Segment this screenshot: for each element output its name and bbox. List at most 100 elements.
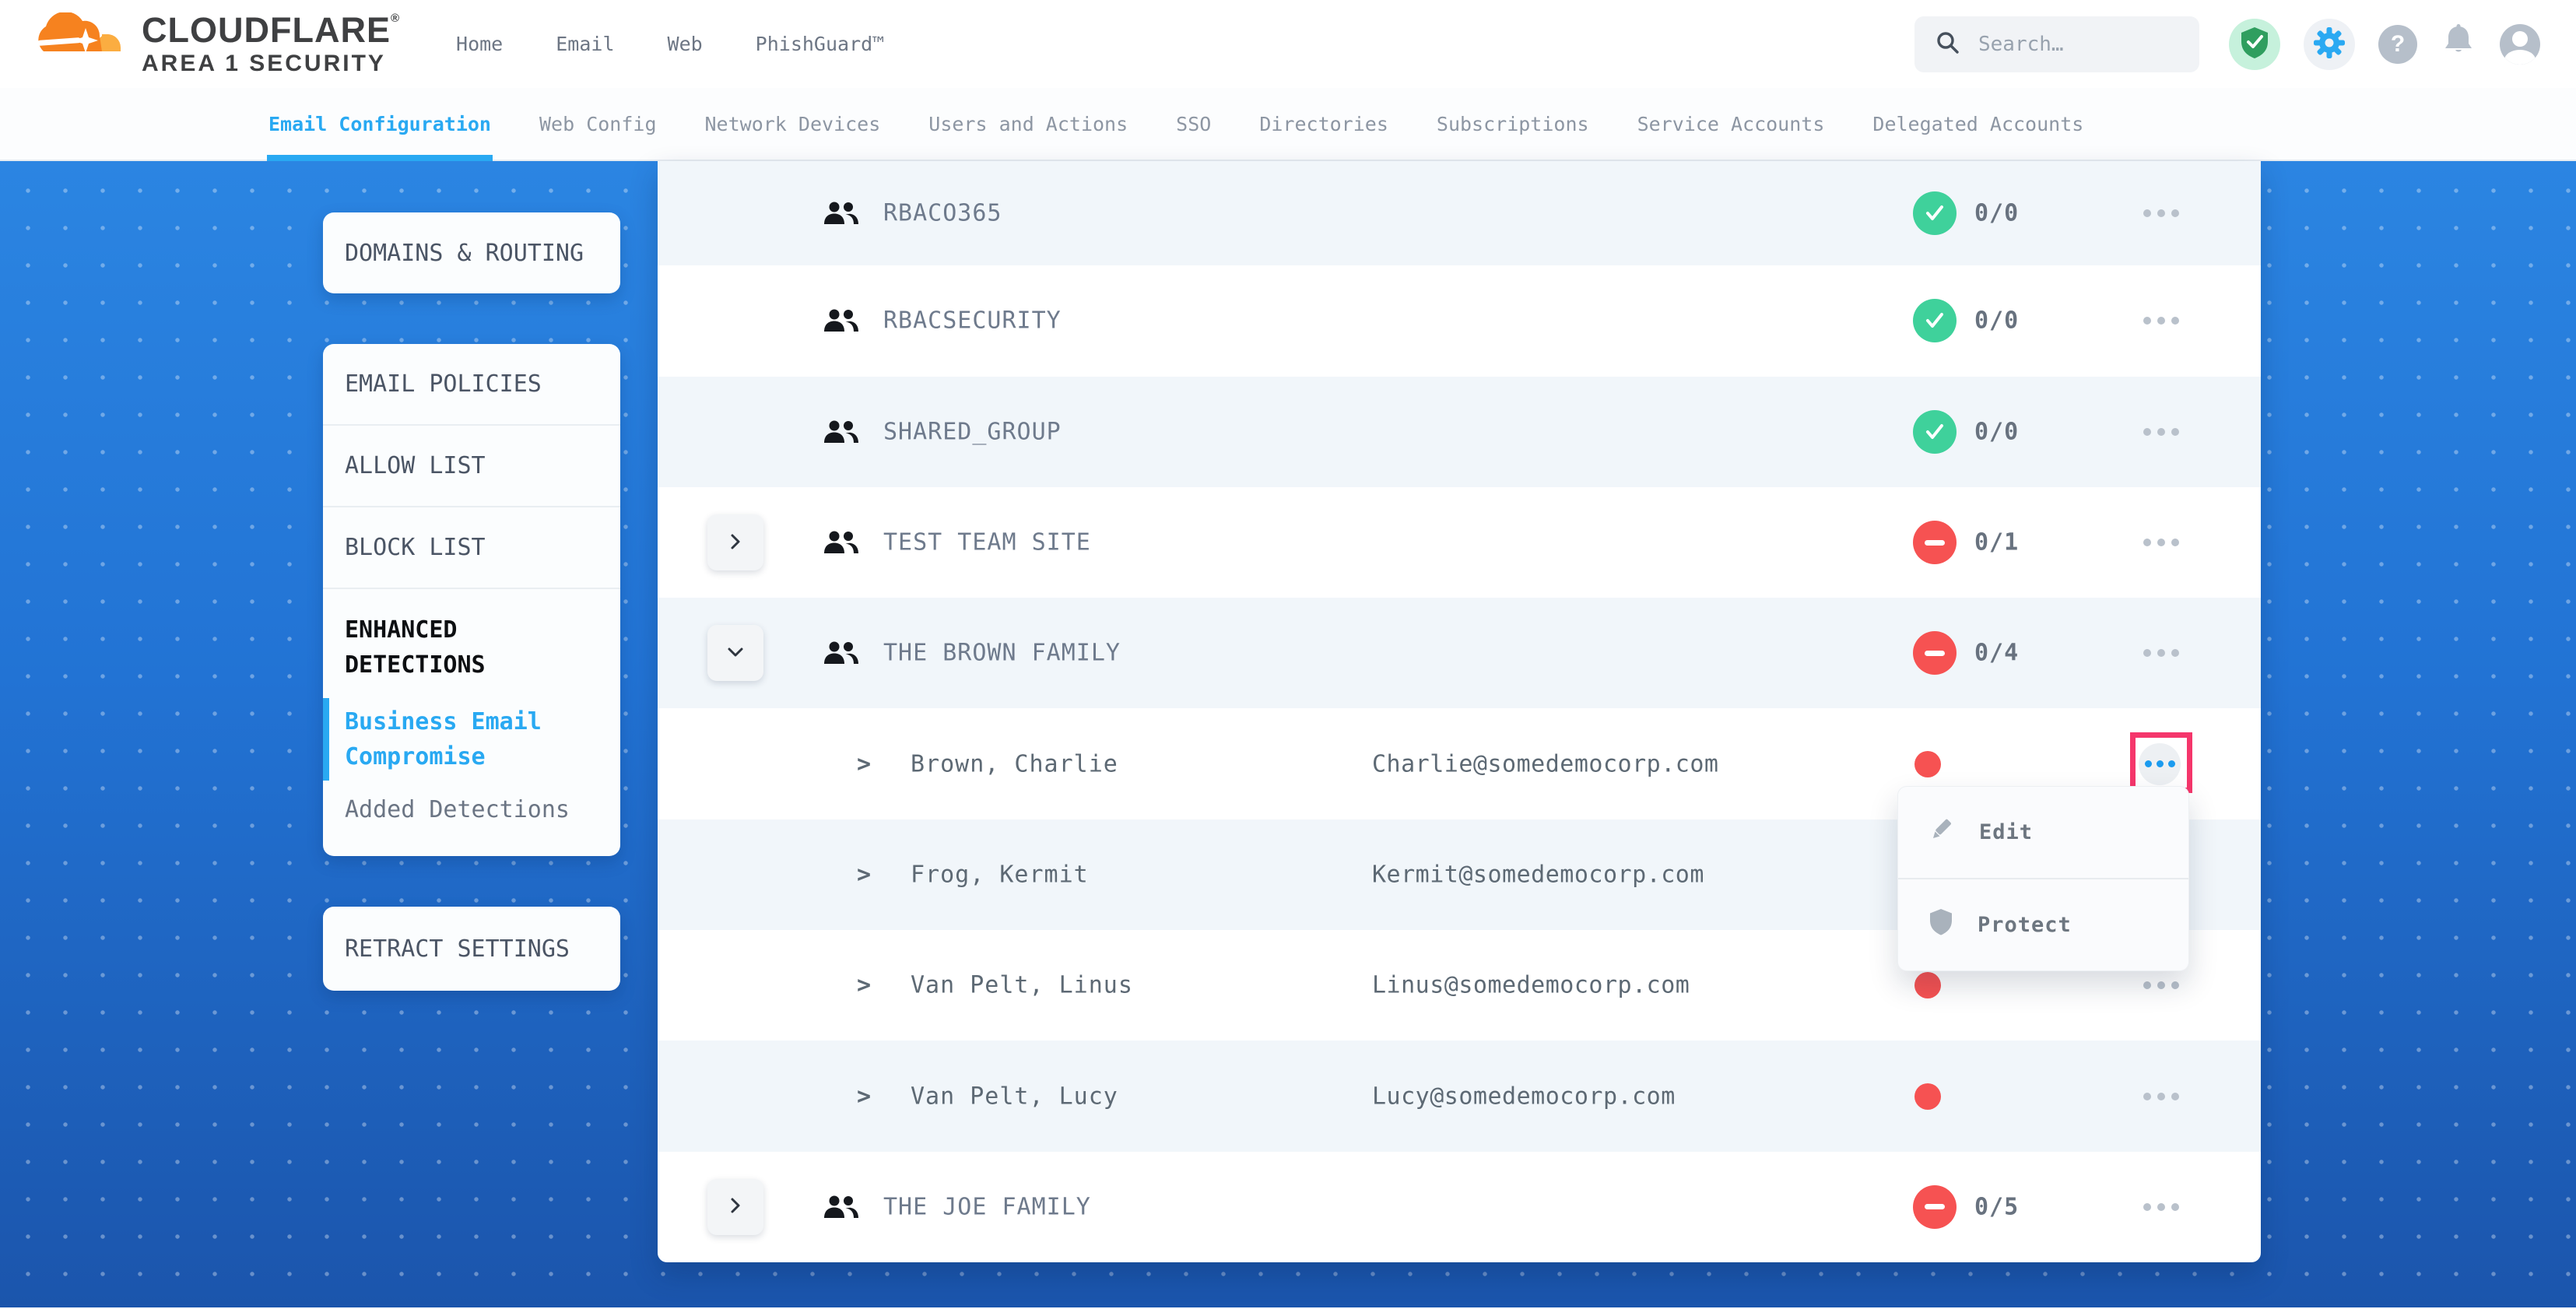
sidebar-item-domains-routing[interactable]: DOMAINS & ROUTING	[323, 212, 620, 293]
member-email: Linus@somedemocorp.com	[1372, 971, 1690, 999]
chevron-down-icon	[725, 642, 746, 665]
menu-item-edit[interactable]: Edit	[1898, 787, 2188, 878]
member-name: Brown, Charlie	[911, 750, 1118, 778]
sidebar-item-block-list[interactable]: BLOCK LIST	[345, 534, 486, 561]
sidebar-item-allow-list[interactable]: ALLOW LIST	[345, 452, 486, 479]
cloudflare-logo[interactable]: CLOUDFLARE® AREA 1 SECURITY	[31, 12, 400, 75]
collapse-row-button[interactable]	[707, 625, 763, 682]
member-email: Lucy@somedemocorp.com	[1372, 1083, 1676, 1111]
sidebar-item-business-email-compromise[interactable]: Business Email Compromise	[323, 698, 598, 781]
brand-subtitle: AREA 1 SECURITY	[142, 51, 386, 76]
content-area: DOMAINS & ROUTING EMAIL POLICIES ALLOW L…	[0, 161, 2576, 1307]
protected-count: 0/0	[1974, 307, 2020, 335]
tab-users-and-actions[interactable]: Users and Actions	[928, 112, 1128, 135]
tab-subscriptions[interactable]: Subscriptions	[1436, 112, 1589, 135]
table-row-group: THE JOE FAMILY 0/5	[658, 1151, 2261, 1262]
settings-button[interactable]	[2304, 18, 2355, 70]
tab-network-devices[interactable]: Network Devices	[704, 112, 881, 135]
member-arrow-icon: >	[857, 750, 872, 778]
member-email: Kermit@somedemocorp.com	[1372, 861, 1704, 889]
table-row-group: SHARED_GROUP 0/0	[658, 376, 2261, 487]
brand-text: CLOUDFLARE® AREA 1 SECURITY	[142, 12, 400, 75]
protected-count: 0/4	[1974, 639, 2020, 667]
notifications-button[interactable]	[2441, 23, 2476, 65]
nav-item-email[interactable]: Email	[556, 33, 615, 55]
annotation-highlight-box	[2130, 732, 2192, 794]
protected-count: 0/0	[1974, 418, 2020, 446]
group-name: THE JOE FAMILY	[883, 1193, 1091, 1221]
tab-delegated-accounts[interactable]: Delegated Accounts	[1872, 112, 2084, 135]
pencil-icon	[1928, 816, 1956, 849]
account-button[interactable]	[2500, 23, 2540, 65]
menu-item-protect[interactable]: Protect	[1898, 878, 2188, 970]
row-menu-button[interactable]	[2124, 1085, 2199, 1108]
member-name: Van Pelt, Lucy	[911, 1083, 1118, 1111]
protected-count: 0/1	[1974, 528, 2020, 556]
check-circle-icon	[1913, 409, 1957, 454]
chevron-right-icon	[725, 532, 746, 554]
table-row-group: TEST TEAM SITE 0/1	[658, 486, 2261, 598]
sidebar-label: Business Email Compromise	[345, 708, 542, 770]
sidebar-item-retract-settings[interactable]: RETRACT SETTINGS	[323, 907, 620, 991]
gear-icon	[2312, 26, 2346, 63]
bell-icon	[2441, 23, 2476, 65]
minus-circle-icon	[1913, 631, 1957, 676]
tab-web-config[interactable]: Web Config	[539, 112, 657, 135]
expand-row-button[interactable]	[707, 514, 763, 571]
sidebar-item-added-detections[interactable]: Added Detections	[345, 796, 570, 823]
tab-email-configuration[interactable]: Email Configuration	[267, 88, 493, 161]
group-name: RBACO365	[883, 199, 1002, 227]
shield-check-icon	[2239, 26, 2270, 63]
row-menu-button[interactable]	[2124, 309, 2199, 332]
row-menu-button-active[interactable]	[2139, 742, 2181, 785]
table-row-member: > Van Pelt, Lucy Lucy@somedemocorp.com	[658, 1041, 2261, 1152]
member-arrow-icon: >	[857, 1083, 872, 1111]
sidebar-item-email-policies[interactable]: EMAIL POLICIES	[345, 370, 542, 398]
group-name: SHARED_GROUP	[883, 418, 1062, 446]
divider	[323, 424, 620, 426]
cloudflare-cloud-icon	[31, 12, 131, 68]
tab-sso[interactable]: SSO	[1176, 112, 1212, 135]
table-row-group: RBACO365 0/0	[658, 161, 2261, 266]
member-arrow-icon: >	[857, 861, 872, 889]
nav-item-phishguard[interactable]: PhishGuard™	[755, 33, 885, 55]
row-menu-button[interactable]	[2124, 974, 2199, 997]
row-menu-button[interactable]	[2124, 641, 2199, 665]
tab-service-accounts[interactable]: Service Accounts	[1637, 112, 1825, 135]
group-icon	[823, 530, 860, 555]
row-menu-button[interactable]	[2124, 1195, 2199, 1219]
registered-mark: ®	[390, 12, 401, 25]
tab-directories[interactable]: Directories	[1259, 112, 1388, 135]
member-name: Van Pelt, Linus	[911, 971, 1133, 999]
app-header: CLOUDFLARE® AREA 1 SECURITY Home Email W…	[0, 0, 2576, 88]
header-icons: ?	[2229, 18, 2540, 70]
member-arrow-icon: >	[857, 971, 872, 999]
divider	[323, 506, 620, 507]
group-icon	[823, 419, 860, 444]
nav-item-home[interactable]: Home	[456, 33, 504, 55]
row-menu-button[interactable]	[2124, 420, 2199, 444]
search-placeholder: Search…	[1978, 32, 2064, 56]
sidebar-label: RETRACT SETTINGS	[345, 935, 570, 963]
help-button[interactable]: ?	[2378, 24, 2417, 64]
expand-row-button[interactable]	[707, 1178, 763, 1235]
chevron-right-icon	[725, 1195, 746, 1218]
protection-status-button[interactable]	[2229, 18, 2280, 70]
group-name: RBACSECURITY	[883, 307, 1062, 335]
search-icon	[1935, 30, 1961, 59]
sidebar-section-enhanced-detections: ENHANCED DETECTIONS	[345, 616, 486, 679]
unprotected-dot-icon	[1914, 972, 1941, 999]
group-name: TEST TEAM SITE	[883, 528, 1091, 556]
row-context-menu: Edit Protect	[1897, 786, 2189, 971]
group-icon	[823, 201, 860, 226]
config-tabbar: Email Configuration Web Config Network D…	[0, 88, 2576, 161]
brand-title: CLOUDFLARE®	[142, 10, 401, 50]
menu-item-label: Protect	[1978, 913, 2072, 937]
nav-item-web[interactable]: Web	[667, 33, 703, 55]
row-menu-button[interactable]	[2124, 531, 2199, 554]
search-input[interactable]: Search…	[1914, 16, 2199, 72]
row-menu-button[interactable]	[2124, 202, 2199, 225]
sidebar-label: DOMAINS & ROUTING	[345, 239, 584, 267]
group-icon	[823, 1195, 860, 1220]
top-nav: Home Email Web PhishGuard™	[456, 33, 884, 55]
